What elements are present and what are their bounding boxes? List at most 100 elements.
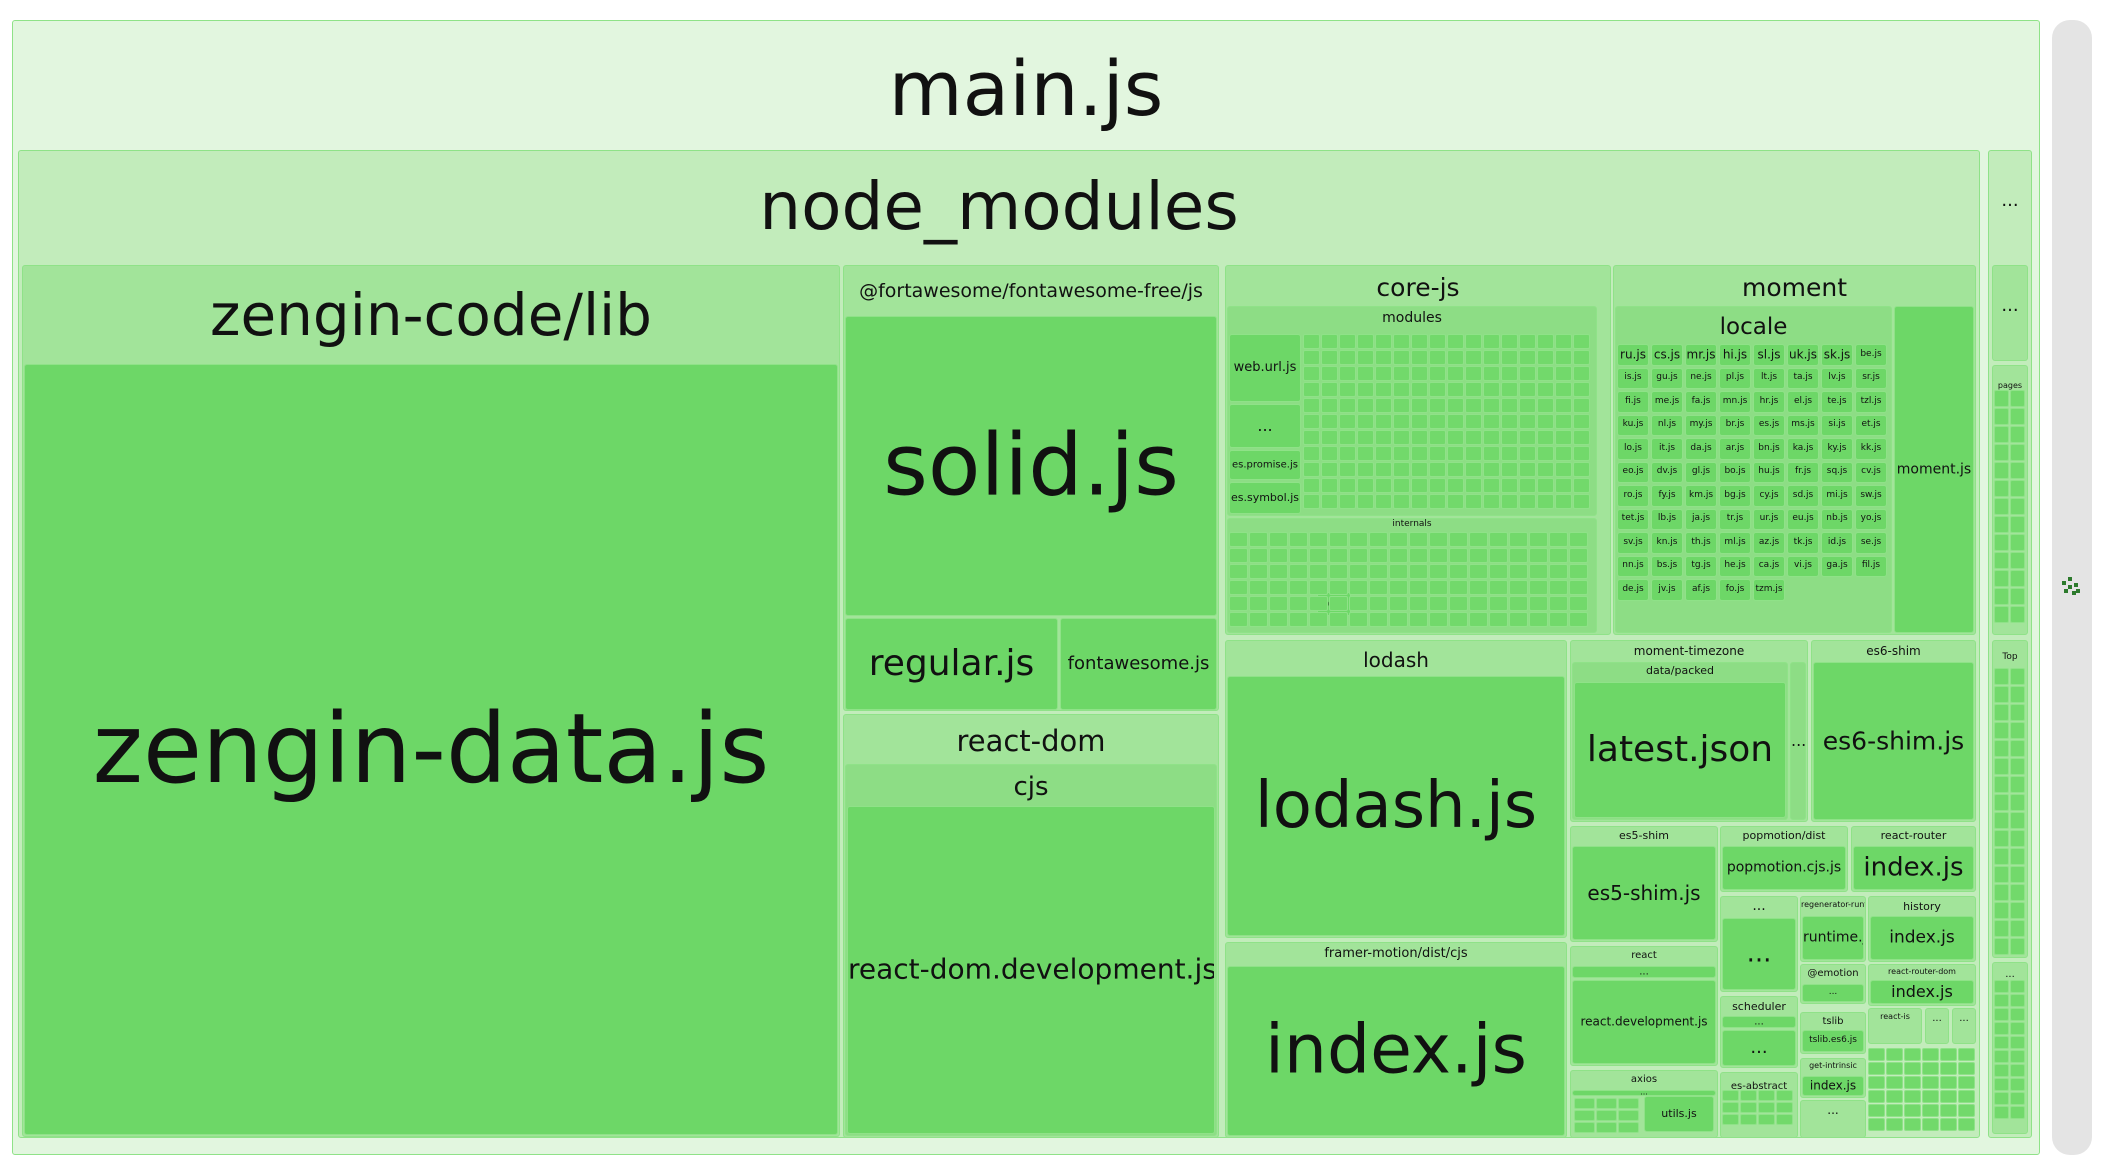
locale-ka[interactable]: ka.js [1787, 438, 1819, 460]
es-abstract-file-cell[interactable] [1740, 1090, 1757, 1101]
core-js-module-cell[interactable] [1465, 350, 1482, 365]
locale-hu[interactable]: hu.js [1753, 461, 1785, 483]
locale-fo[interactable]: fo.js [1719, 579, 1751, 601]
locale-ml[interactable]: ml.js [1719, 532, 1751, 554]
core-js-internal-cell[interactable] [1229, 532, 1248, 547]
pages-file-cell[interactable] [2010, 534, 2025, 551]
core-js-internal-cell[interactable] [1389, 548, 1408, 563]
core-js-internal-cell[interactable] [1249, 548, 1268, 563]
core-js-module-cell[interactable] [1555, 494, 1572, 509]
core-js-module-cell[interactable] [1339, 446, 1356, 461]
core-js-internal-cell[interactable] [1309, 612, 1328, 627]
core-js-module-cell[interactable] [1303, 382, 1320, 397]
core-js-module-cell[interactable] [1321, 430, 1338, 445]
locale-da[interactable]: da.js [1685, 438, 1717, 460]
locale-sd[interactable]: sd.js [1787, 485, 1819, 507]
core-js-internal-cell[interactable] [1469, 564, 1488, 579]
core-js-module-cell[interactable] [1429, 398, 1446, 413]
core-js-module-cell[interactable] [1501, 414, 1518, 429]
core-js-internal-cell[interactable] [1429, 532, 1448, 547]
locale-ta[interactable]: ta.js [1787, 367, 1819, 389]
core-js-module-cell[interactable] [1429, 462, 1446, 477]
core-js-module-cell[interactable] [1501, 462, 1518, 477]
pages-file-cell[interactable] [1994, 534, 2009, 551]
core-js-internal-cell[interactable] [1389, 532, 1408, 547]
locale-my[interactable]: my.js [1685, 414, 1717, 436]
node-fontawesome-js[interactable]: fontawesome.js [1060, 618, 1217, 710]
core-js-module-cell[interactable] [1465, 462, 1482, 477]
core-js-internal-cell[interactable] [1309, 596, 1328, 611]
other-file-cell[interactable] [1994, 1022, 2009, 1035]
core-js-internal-cell[interactable] [1249, 532, 1268, 547]
locale-eo[interactable]: eo.js [1617, 461, 1649, 483]
core-js-module-cell[interactable] [1357, 430, 1374, 445]
other-file-cell[interactable] [1994, 994, 2009, 1007]
locale-bn[interactable]: bn.js [1753, 438, 1785, 460]
top-file-cell[interactable] [1994, 866, 2009, 883]
core-js-module-cell[interactable] [1357, 398, 1374, 413]
locale-tzl[interactable]: tzl.js [1855, 391, 1887, 413]
locale-kn[interactable]: kn.js [1651, 532, 1683, 554]
core-js-internal-cell[interactable] [1289, 612, 1308, 627]
core-js-internal-cell[interactable] [1409, 580, 1428, 595]
sidebar-scrollbar[interactable] [2052, 20, 2092, 1155]
locale-te[interactable]: te.js [1821, 391, 1853, 413]
locale-af[interactable]: af.js [1685, 579, 1717, 601]
misc-file-cell[interactable] [1958, 1104, 1975, 1117]
locale-lb[interactable]: lb.js [1651, 508, 1683, 530]
misc-file-cell[interactable] [1868, 1062, 1885, 1075]
core-js-internal-cell[interactable] [1449, 548, 1468, 563]
core-js-module-cell[interactable] [1465, 494, 1482, 509]
locale-br[interactable]: br.js [1719, 414, 1751, 436]
es-abstract-file-cell[interactable] [1776, 1114, 1793, 1125]
core-js-internal-cell[interactable] [1269, 564, 1288, 579]
locale-el[interactable]: el.js [1787, 391, 1819, 413]
core-js-internal-cell[interactable] [1249, 612, 1268, 627]
core-js-module-cell[interactable] [1321, 334, 1338, 349]
core-js-internal-cell[interactable] [1529, 548, 1548, 563]
core-js-module-cell[interactable] [1483, 366, 1500, 381]
misc-file-cell[interactable] [1958, 1062, 1975, 1075]
locale-nl[interactable]: nl.js [1651, 414, 1683, 436]
top-file-cell[interactable] [2010, 776, 2025, 793]
core-js-internal-cell[interactable] [1449, 564, 1468, 579]
node-misc-folder-3[interactable]: ... [1800, 1100, 1866, 1138]
core-js-internal-cell[interactable] [1449, 596, 1468, 611]
core-js-internal-cell[interactable] [1329, 596, 1348, 611]
core-js-module-cell[interactable] [1555, 334, 1572, 349]
leaf-scheduler-misc[interactable]: ... [1722, 1016, 1796, 1028]
node-history-index-js[interactable]: index.js [1870, 916, 1974, 960]
core-js-module-cell[interactable] [1429, 366, 1446, 381]
misc-file-cell[interactable] [1868, 1076, 1885, 1089]
core-js-internal-cell[interactable] [1269, 548, 1288, 563]
other-file-cell[interactable] [2010, 1064, 2025, 1077]
other-file-cell[interactable] [2010, 1022, 2025, 1035]
core-js-module-cell[interactable] [1375, 398, 1392, 413]
locale-bs[interactable]: bs.js [1651, 555, 1683, 577]
core-js-module-cell[interactable] [1447, 382, 1464, 397]
core-js-module-cell[interactable] [1447, 478, 1464, 493]
locale-az[interactable]: az.js [1753, 532, 1785, 554]
core-js-module-cell[interactable] [1303, 462, 1320, 477]
pages-file-cell[interactable] [1994, 516, 2009, 533]
pages-file-cell[interactable] [1994, 570, 2009, 587]
core-js-module-cell[interactable] [1483, 430, 1500, 445]
core-js-internal-cell[interactable] [1429, 564, 1448, 579]
top-file-cell[interactable] [1994, 704, 2009, 721]
pages-file-cell[interactable] [1994, 498, 2009, 515]
core-js-internal-cell[interactable] [1529, 580, 1548, 595]
core-js-internal-cell[interactable] [1349, 548, 1368, 563]
core-js-internal-cell[interactable] [1369, 612, 1388, 627]
other-file-cell[interactable] [1994, 1078, 2009, 1091]
node-zengin-data-js[interactable]: zengin-data.js [24, 364, 838, 1135]
core-js-module-cell[interactable] [1357, 494, 1374, 509]
misc-file-cell[interactable] [1958, 1076, 1975, 1089]
pages-file-cell[interactable] [2010, 588, 2025, 605]
core-js-module-cell[interactable] [1519, 334, 1536, 349]
top-file-cell[interactable] [2010, 704, 2025, 721]
pages-file-cell[interactable] [1994, 390, 2009, 407]
core-js-module-cell[interactable] [1357, 382, 1374, 397]
core-js-module-cell[interactable] [1519, 366, 1536, 381]
core-js-module-cell[interactable] [1501, 446, 1518, 461]
misc-file-cell[interactable] [1886, 1062, 1903, 1075]
